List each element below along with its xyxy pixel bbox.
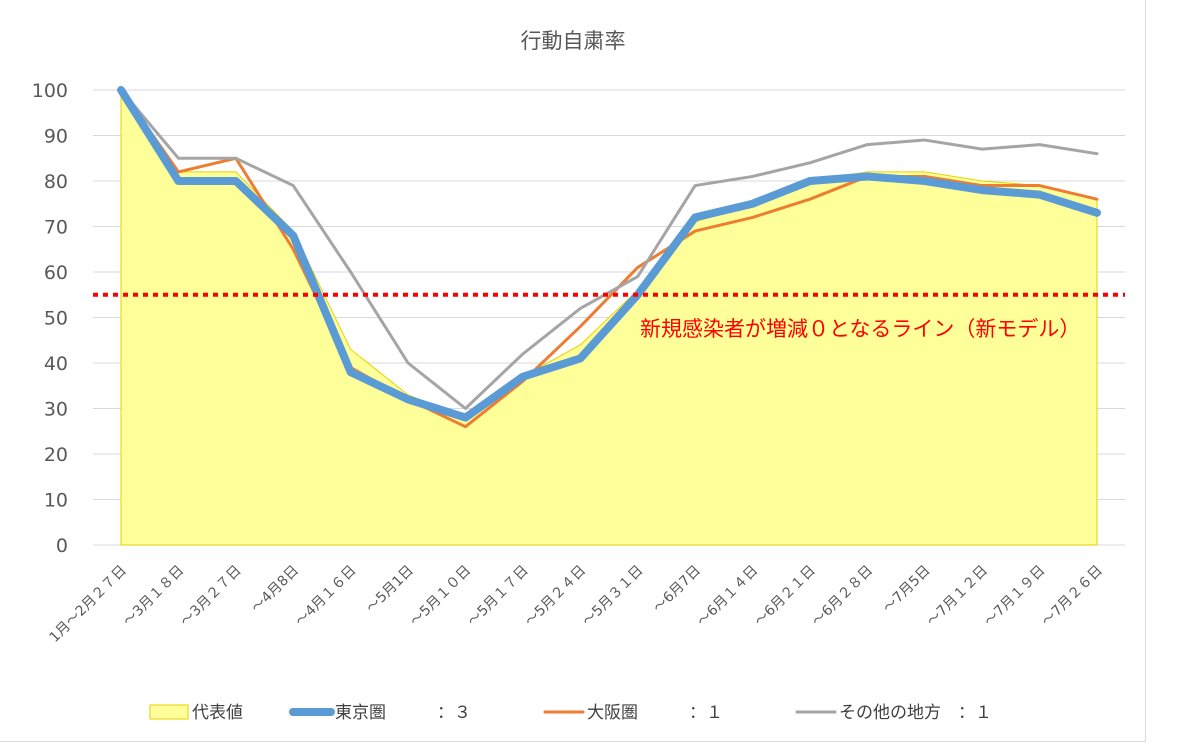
- legend-label: 東京圏 ：３: [335, 703, 471, 723]
- x-tick-label: ～7月１９日: [981, 563, 1048, 630]
- x-tick-label: ～4月8日: [248, 563, 302, 617]
- y-tick-label: 70: [44, 217, 68, 239]
- x-tick-label: ～6月２８日: [809, 563, 876, 630]
- legend-label: 代表値: [192, 703, 243, 723]
- x-tick-label: ～7月２６日: [1039, 563, 1106, 630]
- y-tick-label: 10: [44, 490, 68, 512]
- legend-label: その他の地方 ：１: [839, 703, 992, 723]
- x-tick-label: ～5月1日: [363, 563, 417, 617]
- x-tick-label: ～6月１４日: [694, 563, 761, 630]
- y-tick-label: 0: [56, 535, 68, 557]
- x-tick-label: ～7月１２日: [924, 563, 991, 630]
- x-tick-label: ～4月１６日: [292, 563, 359, 630]
- series-line-東京圏: [117, 86, 1101, 422]
- x-tick-label: ～3月２７日: [178, 563, 245, 630]
- x-tick-label: 1月～2月２７日: [47, 563, 130, 646]
- y-tick-label: 60: [44, 262, 68, 284]
- legend-label: 大阪圏 ：１: [587, 703, 723, 723]
- y-tick-label: 100: [32, 80, 68, 102]
- x-tick-label: ～5月３１日: [579, 563, 646, 630]
- y-tick-label: 80: [44, 171, 68, 193]
- chart-title: 行動自粛率: [521, 29, 626, 53]
- plot-area: [93, 86, 1125, 546]
- x-tick-label: ～6月7日: [650, 563, 704, 617]
- y-axis-ticks: 0 10 20 30 40 50 60 70 80 90 100: [32, 80, 68, 557]
- y-tick-label: 20: [44, 444, 68, 466]
- y-tick-label: 50: [44, 308, 68, 330]
- y-tick-label: 30: [44, 399, 68, 421]
- x-tick-label: ～5月２４日: [522, 563, 589, 630]
- x-tick-label: ～5月１０日: [407, 563, 474, 630]
- x-tick-label: ～3月１８日: [120, 563, 187, 630]
- chart-frame: [0, 0, 1146, 742]
- y-tick-label: 90: [44, 126, 68, 148]
- x-axis-ticks: 1月～2月２７日～3月１８日～3月２７日 ～4月8日～4月１６日 ～5月1日～5月１…: [47, 563, 1106, 646]
- legend-swatch-area: [149, 704, 189, 720]
- x-tick-label: ～5月１７日: [465, 563, 532, 630]
- y-tick-label: 40: [44, 353, 68, 375]
- x-tick-label: ～6月２１日: [752, 563, 819, 630]
- legend: 代表値 東京圏 ：３ 大阪圏 ：１ その他の地方 ：１: [149, 703, 992, 723]
- x-tick-label: ～7月5日: [880, 563, 934, 617]
- series-line-その他の地方: [119, 88, 1099, 410]
- reference-line-label: 新規感染者が増減０となるライン（新モデル）: [640, 317, 1080, 341]
- series-line-大阪圏: [119, 88, 1099, 429]
